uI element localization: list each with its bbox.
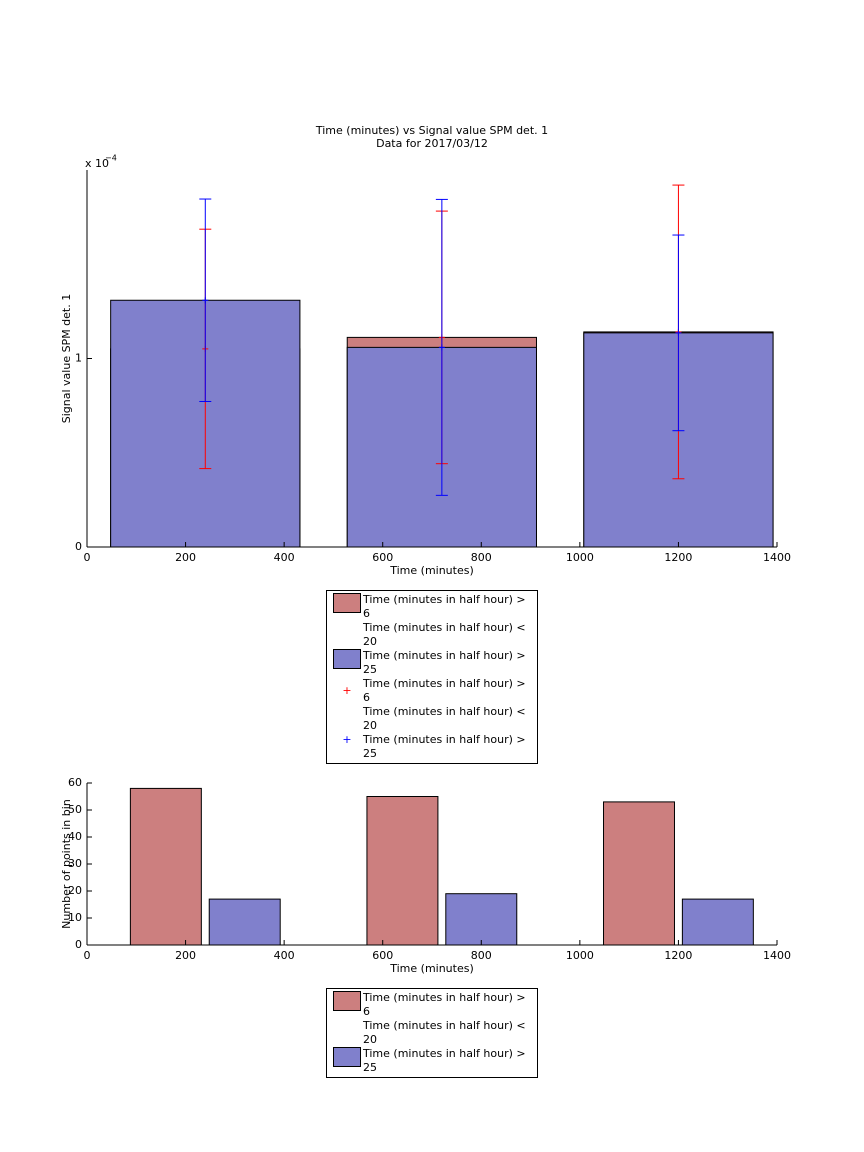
- error-bar: [672, 234, 685, 432]
- bar: [129, 787, 202, 946]
- error-bar: [199, 198, 212, 402]
- legend: Time (minutes in half hour) > 6 Time (mi…: [326, 988, 538, 1078]
- legend-symbol: [331, 649, 363, 669]
- y-axis-label: Signal value SPM det. 1: [60, 294, 73, 424]
- legend: Time (minutes in half hour) > 6 Time (mi…: [326, 590, 538, 764]
- legend-label: Time (minutes in half hour) > 25: [363, 649, 526, 676]
- legend-label: Time (minutes in half hour) > 25: [363, 1047, 526, 1074]
- x-tick-label: 800: [471, 551, 492, 564]
- legend-symbol: [331, 1047, 363, 1067]
- x-tick-label: 0: [84, 551, 91, 564]
- legend-entry: Time (minutes in half hour) > 25: [331, 1047, 533, 1075]
- legend-patch: [333, 991, 361, 1011]
- bar: [445, 893, 518, 946]
- legend-marker: +: [342, 684, 352, 697]
- y-tick-label: 30: [68, 857, 82, 870]
- legend-patch: [333, 649, 361, 669]
- x-tick-label: 1000: [566, 551, 594, 564]
- y-tick-label: 0: [75, 540, 82, 553]
- x-tick-label: 800: [471, 949, 492, 962]
- x-axis-label: Time (minutes): [389, 564, 474, 577]
- legend-marker: +: [342, 733, 352, 746]
- legend-label: Time (minutes in half hour) > 25: [363, 733, 526, 760]
- legend-entry: Time (minutes in half hour) > 25: [331, 649, 533, 677]
- legend-label: Time (minutes in half hour) > 6 Time (mi…: [363, 677, 526, 732]
- bar: [208, 898, 281, 946]
- legend-label: Time (minutes in half hour) > 6 Time (mi…: [363, 593, 526, 648]
- legend-symbol: [331, 593, 363, 613]
- x-axis-label: Time (minutes): [389, 962, 474, 975]
- y-tick-label: 60: [68, 776, 82, 789]
- y-tick-label: 20: [68, 884, 82, 897]
- y-tick-label: 50: [68, 803, 82, 816]
- bar: [681, 898, 754, 946]
- x-tick-label: 1400: [763, 949, 791, 962]
- legend-patch: [333, 1047, 361, 1067]
- y-tick-label: 0: [75, 938, 82, 951]
- legend-symbol: +: [331, 677, 363, 698]
- x-tick-label: 200: [175, 949, 196, 962]
- x-tick-label: 400: [274, 949, 295, 962]
- legend-entry: Time (minutes in half hour) > 6 Time (mi…: [331, 593, 533, 649]
- legend-symbol: +: [331, 733, 363, 747]
- x-tick-label: 400: [274, 551, 295, 564]
- x-tick-label: 200: [175, 551, 196, 564]
- chart-title: Time (minutes) vs Signal value SPM det. …: [315, 124, 548, 137]
- legend-entry: Time (minutes in half hour) > 6 Time (mi…: [331, 991, 533, 1047]
- legend-entry: + Time (minutes in half hour) > 25: [331, 733, 533, 761]
- bar: [603, 801, 675, 946]
- legend-entry: + Time (minutes in half hour) > 6 Time (m…: [331, 677, 533, 733]
- bar: [366, 796, 439, 946]
- x-tick-label: 1000: [566, 949, 594, 962]
- y-scale-label: x 10: [85, 157, 109, 170]
- x-tick-label: 1200: [664, 551, 692, 564]
- y-tick-label: 10: [68, 911, 82, 924]
- chart-subtitle: Data for 2017/03/12: [376, 137, 488, 150]
- legend-patch: [333, 593, 361, 613]
- y-scale-exponent: −4: [105, 154, 117, 163]
- legend-symbol: [331, 991, 363, 1011]
- legend-label: Time (minutes in half hour) > 6 Time (mi…: [363, 991, 526, 1046]
- y-tick-label: 1: [75, 352, 82, 365]
- x-tick-label: 1400: [763, 551, 791, 564]
- x-tick-label: 600: [372, 949, 393, 962]
- y-tick-label: 40: [68, 830, 82, 843]
- x-tick-label: 1200: [664, 949, 692, 962]
- error-bar: [435, 198, 448, 496]
- y-axis-label: Number of points in bin: [60, 799, 73, 929]
- x-tick-label: 600: [372, 551, 393, 564]
- x-tick-label: 0: [84, 949, 91, 962]
